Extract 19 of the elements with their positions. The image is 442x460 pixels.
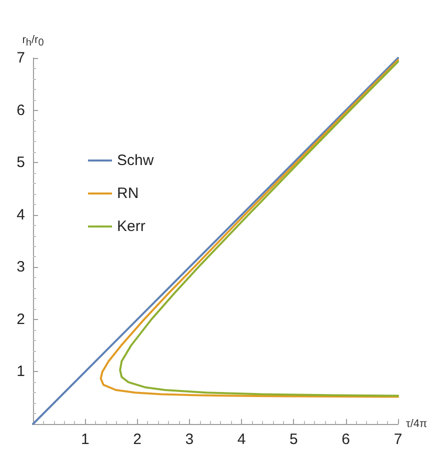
x-tick-label: 3 [185, 431, 194, 448]
legend-label: Schw [117, 152, 154, 169]
legend-label: RN [117, 185, 139, 202]
y-tick-label: 4 [16, 206, 25, 224]
y-tick-label: 6 [16, 102, 25, 119]
legend-label: Kerr [117, 218, 146, 235]
y-tick-label: 5 [16, 154, 25, 172]
y-tick-label: 7 [16, 50, 25, 66]
y-axis-title: rh/r0 [22, 34, 44, 48]
x-axis-title: τ/4π [406, 418, 428, 430]
x-tick-label: 7 [394, 431, 402, 448]
y-tick-label: 1 [16, 363, 25, 380]
x-tick-label: 5 [290, 431, 298, 448]
x-tick-label: 1 [80, 431, 90, 448]
y-tick-label: 3 [16, 258, 25, 276]
y-tick-label: 2 [16, 310, 25, 328]
x-tick-label: 6 [342, 431, 350, 448]
x-tick-label: 4 [237, 431, 246, 448]
x-tick-label: 2 [133, 431, 142, 448]
